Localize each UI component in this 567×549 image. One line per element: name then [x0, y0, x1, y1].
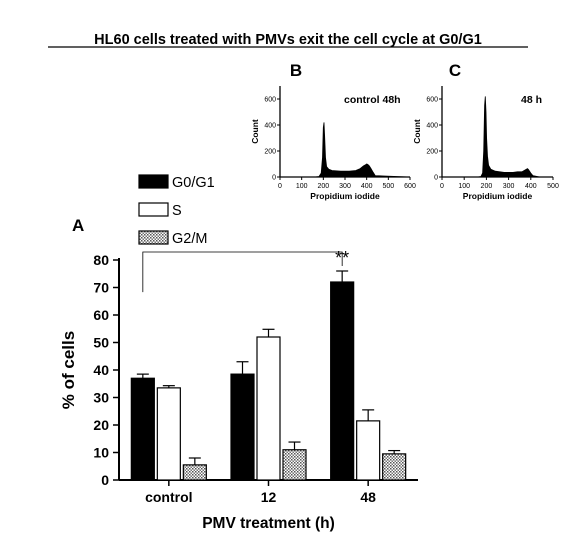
- legend-label: S: [172, 203, 182, 219]
- significance-bracket: [142, 251, 343, 293]
- x-tick-label: 100: [458, 183, 470, 190]
- bar: [282, 449, 307, 481]
- figure-title: HL60 cells treated with PMVs exit the ce…: [94, 32, 482, 48]
- histogram-area: [442, 96, 553, 178]
- legend-label: G2/M: [172, 231, 207, 247]
- x-tick-label: 500: [547, 183, 559, 190]
- x-axis-label: Propidium iodide: [463, 191, 533, 201]
- bar: [356, 420, 381, 481]
- bar-chart-panel-a: 0 10 20 30 40 50 60 70 80 control 12 48 PMV treatmen…: [59, 174, 418, 532]
- x-axis-label: Propidium iodide: [310, 191, 380, 201]
- y-tick-label: 0: [434, 175, 438, 182]
- bar: [182, 464, 207, 481]
- y-tick-label: 600: [426, 97, 438, 104]
- bar: [130, 377, 155, 481]
- x-tick-label: 12: [261, 489, 277, 505]
- bar: [256, 336, 281, 481]
- y-tick-label: 60: [93, 307, 109, 323]
- x-tick-label: 400: [361, 183, 373, 190]
- y-tick-label: 50: [93, 335, 109, 351]
- y-tick-label: 80: [93, 252, 109, 268]
- x-tick-label: 0: [440, 183, 444, 190]
- x-tick-label: 300: [503, 183, 515, 190]
- legend-swatch: [138, 230, 169, 245]
- y-tick-label: 200: [426, 149, 438, 156]
- y-tick-label: 20: [93, 417, 109, 433]
- panel-b-label: B: [290, 61, 302, 80]
- x-tick-label: 300: [339, 183, 351, 190]
- histogram-panel-c: 0 100 200 300 400 500 0 200 400 600 Propidium iodi…: [412, 86, 559, 201]
- y-tick-label: 600: [264, 97, 276, 104]
- histogram-area: [280, 122, 411, 178]
- x-tick-label: 600: [404, 183, 416, 190]
- x-tick-label: 500: [382, 183, 394, 190]
- legend-label: G0/G1: [172, 175, 215, 191]
- y-axis-label: Count: [412, 119, 422, 144]
- x-tick-label: 100: [296, 183, 308, 190]
- y-tick-label: 400: [264, 123, 276, 130]
- x-tick-label: 400: [525, 183, 537, 190]
- x-tick-label: 200: [481, 183, 493, 190]
- bar: [382, 453, 407, 481]
- y-tick-label: 0: [272, 175, 276, 182]
- y-tick-label: 200: [264, 149, 276, 156]
- bar: [156, 387, 181, 481]
- bar: [330, 281, 355, 481]
- y-tick-label: 30: [93, 390, 109, 406]
- x-tick-label: 48: [360, 489, 376, 505]
- y-tick-label: 70: [93, 280, 109, 296]
- bar: [230, 373, 255, 481]
- y-axis-label: Count: [250, 119, 260, 144]
- panel-annotation: 48 h: [521, 94, 542, 106]
- x-axis-label: PMV treatment (h): [202, 515, 335, 532]
- y-tick-label: 400: [426, 123, 438, 130]
- x-tick-label: 0: [278, 183, 282, 190]
- y-tick-label: 10: [93, 445, 109, 461]
- y-tick-label: 0: [101, 472, 109, 488]
- legend-swatch: [138, 174, 169, 189]
- significance-label: **: [335, 248, 349, 268]
- y-tick-label: 40: [93, 362, 109, 378]
- panel-c-label: C: [449, 61, 461, 80]
- x-tick-label: control: [145, 489, 192, 505]
- legend-swatch: [138, 202, 169, 217]
- panel-a-label: A: [72, 216, 84, 235]
- y-axis-label: % of cells: [59, 331, 78, 409]
- x-tick-label: 200: [317, 183, 329, 190]
- histogram-panel-b: 0 100 200 300 400 500 600 0 200 400 600 Propidium i…: [250, 86, 416, 201]
- panel-annotation: control 48h: [344, 94, 401, 106]
